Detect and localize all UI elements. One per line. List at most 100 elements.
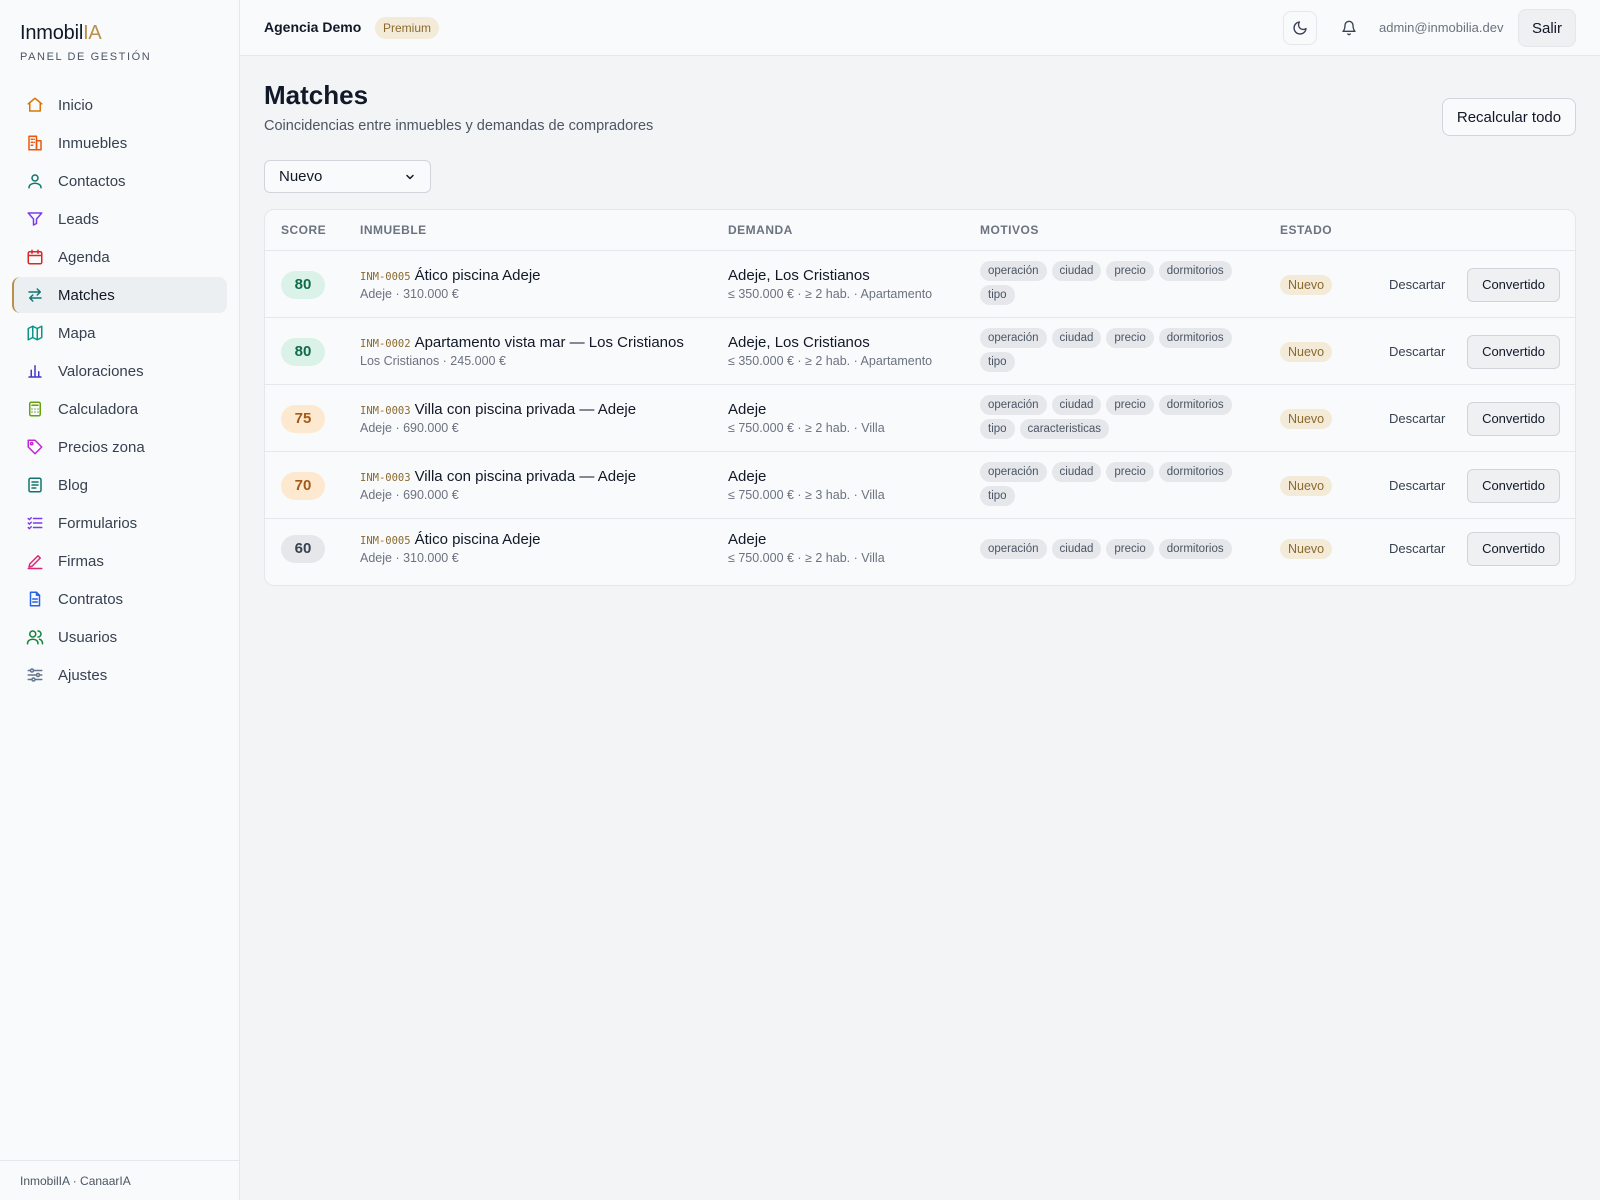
converted-button[interactable]: Convertido	[1467, 401, 1560, 436]
sidebar-item-label: Blog	[58, 476, 89, 494]
reasons-list: operación ciudad precio dormitorios tipo cara…	[980, 395, 1250, 439]
sidebar-item-mapa[interactable]: Mapa	[12, 315, 227, 351]
sidebar-item-blog[interactable]: Blog	[12, 467, 227, 503]
discard-button[interactable]: Descartar	[1389, 343, 1446, 359]
column-header-demanda: DEMANDA	[728, 223, 793, 237]
sidebar-item-usuarios[interactable]: Usuarios	[12, 619, 227, 655]
theme-toggle-button[interactable]	[1283, 11, 1317, 45]
score-badge: 80	[281, 270, 325, 299]
sidebar-item-label: Contactos	[58, 172, 126, 190]
sidebar-item-leads[interactable]: Leads	[12, 201, 227, 237]
notifications-button[interactable]	[1332, 11, 1366, 45]
score-badge: 60	[281, 534, 325, 563]
reasons-list: operación ciudad precio dormitorios	[980, 538, 1250, 559]
sidebar-item-label: Contratos	[58, 590, 124, 608]
agency-name: Agencia Demo	[264, 19, 362, 35]
demand-meta: ≤ 750.000 € · ≥ 2 hab. · Villa	[728, 420, 885, 435]
sidebar-item-valoraciones[interactable]: Valoraciones	[12, 353, 227, 389]
recalculate-all-button[interactable]: Recalcular todo	[1442, 98, 1576, 136]
sidebar-item-contactos[interactable]: Contactos	[12, 163, 227, 199]
sidebar-item-label: Inicio	[58, 96, 94, 114]
property-title: Ático piscina Adeje	[414, 530, 541, 548]
demand-location: Adeje	[728, 530, 767, 548]
table-header: SCORE INMUEBLE DEMANDA MOTIVOS ESTADO	[265, 210, 1575, 251]
reason-tag: precio	[1106, 395, 1154, 415]
demand-meta: ≤ 750.000 € · ≥ 2 hab. · Villa	[728, 550, 885, 565]
sidebar-item-contratos[interactable]: Contratos	[12, 581, 227, 617]
converted-button[interactable]: Convertido	[1467, 468, 1560, 503]
sidebar-item-label: Firmas	[58, 552, 104, 570]
property-cell[interactable]: INM-0002 Apartamento vista mar — Los Cris…	[360, 334, 684, 368]
discard-button[interactable]: Descartar	[1389, 477, 1446, 493]
reason-tag: operación	[980, 462, 1047, 482]
logout-button[interactable]: Salir	[1518, 9, 1576, 47]
property-cell[interactable]: INM-0003 Villa con piscina privada — Adej…	[360, 401, 636, 435]
sidebar-item-agenda[interactable]: Agenda	[12, 239, 227, 275]
sidebar-item-formularios[interactable]: Formularios	[12, 505, 227, 541]
demand-cell[interactable]: Adeje, Los Cristianos ≤ 350.000 € · ≥ 2 h…	[728, 334, 932, 368]
property-code: INM-0003	[360, 471, 411, 484]
discard-button[interactable]: Descartar	[1389, 276, 1446, 292]
status-filter-value: Nuevo	[279, 168, 323, 185]
demand-location: Adeje	[728, 400, 767, 418]
converted-button[interactable]: Convertido	[1467, 334, 1560, 369]
sidebar-item-inicio[interactable]: Inicio	[12, 87, 227, 123]
column-header-score: SCORE	[281, 223, 327, 237]
topbar: Agencia Demo Premium admin@inmobilia.dev…	[240, 0, 1600, 56]
converted-button[interactable]: Convertido	[1467, 267, 1560, 302]
sidebar-item-ajustes[interactable]: Ajustes	[12, 657, 227, 693]
reason-tag: ciudad	[1051, 395, 1102, 415]
sidebar: InmobilIA PANEL DE GESTIÓN Inicio Inmuebl…	[0, 0, 240, 1200]
sidebar-item-label: Mapa	[58, 324, 96, 342]
sidebar-item-label: Calculadora	[58, 400, 139, 418]
sidebar-item-label: Agenda	[58, 248, 110, 266]
bar-chart-icon	[28, 365, 42, 378]
calendar-icon	[27, 249, 43, 265]
filter-icon	[27, 212, 43, 226]
discard-button[interactable]: Descartar	[1389, 410, 1446, 426]
status-badge: Nuevo	[1280, 341, 1333, 362]
table-row: 80 INM-0005 Ático piscina Adeje Adeje · 310…	[265, 251, 1575, 318]
property-cell[interactable]: INM-0005 Ático piscina Adeje Adeje · 310.0…	[360, 267, 541, 301]
file-icon	[29, 591, 41, 607]
reason-tag: precio	[1106, 328, 1154, 348]
reason-tag: dormitorios	[1158, 261, 1232, 281]
calculator-icon	[29, 401, 41, 417]
plan-badge: Premium	[375, 17, 440, 39]
sidebar-item-calculadora[interactable]: Calculadora	[12, 391, 227, 427]
sidebar-item-firmas[interactable]: Firmas	[12, 543, 227, 579]
chevron-down-icon	[406, 174, 414, 179]
demand-meta: ≤ 350.000 € · ≥ 2 hab. · Apartamento	[728, 286, 933, 301]
sidebar-item-matches[interactable]: Matches	[12, 277, 227, 313]
demand-cell[interactable]: Adeje, Los Cristianos ≤ 350.000 € · ≥ 2 h…	[728, 267, 932, 301]
sidebar-item-label: Leads	[58, 210, 99, 228]
sidebar-item-precios-zona[interactable]: Precios zona	[12, 429, 227, 465]
brand-logo[interactable]: InmobilIA	[20, 22, 102, 44]
demand-cell[interactable]: Adeje ≤ 750.000 € · ≥ 2 hab. · Villa	[728, 401, 885, 435]
status-filter-select[interactable]: Nuevo	[264, 160, 431, 193]
reason-tag: operación	[980, 538, 1047, 559]
score-badge: 75	[281, 404, 325, 433]
document-lines-icon	[28, 477, 42, 493]
property-cell[interactable]: INM-0005 Ático piscina Adeje Adeje · 310.0…	[360, 531, 541, 565]
sidebar-nav: Inicio Inmuebles Contactos Leads Agenda Match…	[0, 87, 239, 693]
sidebar-item-label: Matches	[58, 286, 115, 304]
demand-cell[interactable]: Adeje ≤ 750.000 € · ≥ 3 hab. · Villa	[728, 468, 885, 502]
sidebar-item-inmuebles[interactable]: Inmuebles	[12, 125, 227, 161]
checklist-icon	[27, 517, 43, 530]
converted-button[interactable]: Convertido	[1467, 531, 1560, 566]
reason-tag: ciudad	[1051, 538, 1102, 559]
discard-button[interactable]: Descartar	[1389, 540, 1446, 556]
moon-icon	[1293, 21, 1307, 35]
demand-cell[interactable]: Adeje ≤ 750.000 € · ≥ 2 hab. · Villa	[728, 531, 885, 565]
property-cell[interactable]: INM-0003 Villa con piscina privada — Adej…	[360, 468, 636, 502]
bell-icon	[1342, 20, 1356, 36]
table-row: 80 INM-0002 Apartamento vista mar — Los Cr…	[265, 318, 1575, 385]
home-icon	[27, 97, 43, 112]
status-badge: Nuevo	[1280, 408, 1333, 429]
reason-tag: tipo	[980, 419, 1015, 439]
reason-tag: dormitorios	[1158, 462, 1232, 482]
reason-tag: operación	[980, 395, 1047, 415]
sidebar-item-label: Usuarios	[58, 628, 118, 646]
page-title: Matches	[264, 80, 369, 110]
